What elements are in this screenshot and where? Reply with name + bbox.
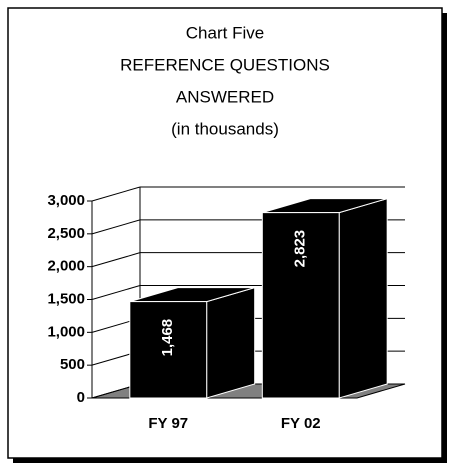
chart-title: REFERENCE QUESTIONS bbox=[120, 55, 330, 74]
bar bbox=[261, 212, 340, 399]
chart-title: Chart Five bbox=[186, 23, 264, 42]
y-tick-label: 500 bbox=[60, 356, 85, 373]
y-tick-label: 3,000 bbox=[47, 192, 85, 209]
x-tick-label: FY 02 bbox=[281, 415, 321, 432]
bar-side bbox=[206, 286, 256, 399]
bar bbox=[129, 301, 208, 399]
y-tick-label: 0 bbox=[77, 389, 85, 406]
chart-title: ANSWERED bbox=[176, 87, 274, 106]
value-label: 1,468 bbox=[159, 319, 176, 357]
grid-line bbox=[91, 285, 141, 300]
chart-title: (in thousands) bbox=[171, 119, 279, 138]
grid-line bbox=[91, 252, 141, 268]
value-label: 2,823 bbox=[292, 230, 309, 268]
bar-side bbox=[338, 197, 388, 399]
grid-line bbox=[91, 219, 141, 235]
x-tick-label: FY 97 bbox=[148, 415, 188, 432]
y-tick-label: 2,000 bbox=[47, 258, 85, 275]
y-tick-label: 1,000 bbox=[47, 323, 85, 340]
grid-line bbox=[91, 186, 141, 202]
y-tick-label: 2,500 bbox=[47, 225, 85, 242]
y-tick-label: 1,500 bbox=[47, 290, 85, 307]
